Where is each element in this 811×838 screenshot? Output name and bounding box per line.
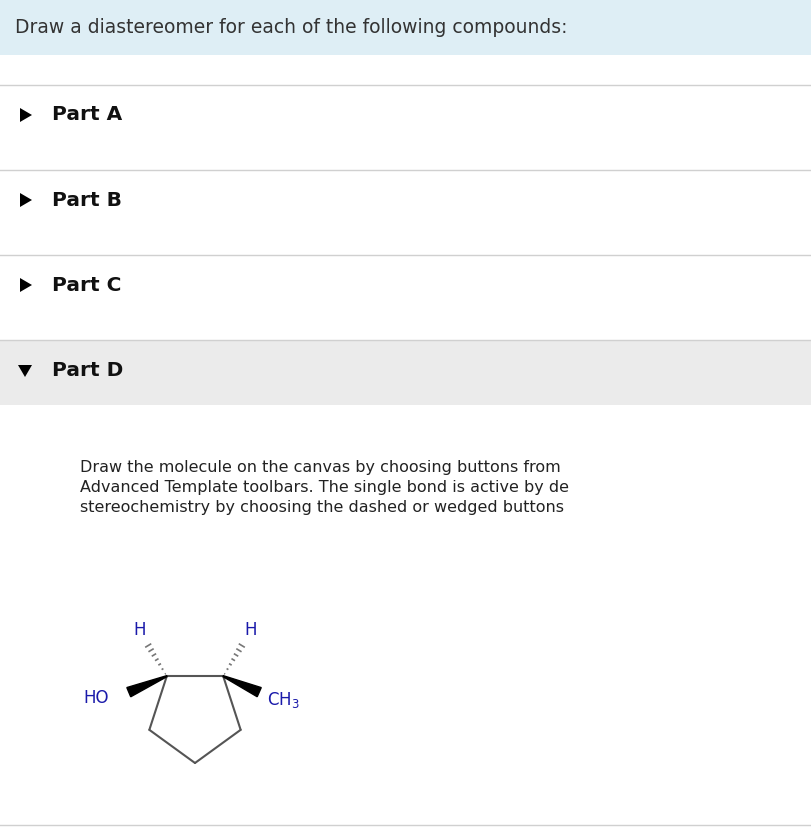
- Text: Advanced Template toolbars. The single bond is active by de: Advanced Template toolbars. The single b…: [80, 480, 569, 495]
- Text: H: H: [243, 621, 256, 639]
- Bar: [0, 0, 811, 55]
- Text: Part A: Part A: [52, 106, 122, 125]
- Text: Part B: Part B: [52, 190, 122, 210]
- Polygon shape: [127, 675, 167, 696]
- Polygon shape: [20, 108, 32, 122]
- Text: stereochemistry by choosing the dashed or wedged buttons: stereochemistry by choosing the dashed o…: [80, 500, 564, 515]
- Text: Part D: Part D: [52, 360, 123, 380]
- Text: CH$_3$: CH$_3$: [267, 691, 299, 710]
- Text: HO: HO: [84, 689, 109, 707]
- Text: Draw the molecule on the canvas by choosing buttons from: Draw the molecule on the canvas by choos…: [80, 460, 560, 475]
- Polygon shape: [20, 193, 32, 207]
- Text: H: H: [133, 621, 146, 639]
- Text: Part C: Part C: [52, 276, 121, 294]
- Polygon shape: [18, 365, 32, 377]
- Polygon shape: [223, 675, 261, 696]
- Bar: [0, 340, 811, 405]
- Text: Draw a diastereomer for each of the following compounds:: Draw a diastereomer for each of the foll…: [15, 18, 567, 37]
- Polygon shape: [20, 278, 32, 292]
- Bar: [0, 415, 811, 838]
